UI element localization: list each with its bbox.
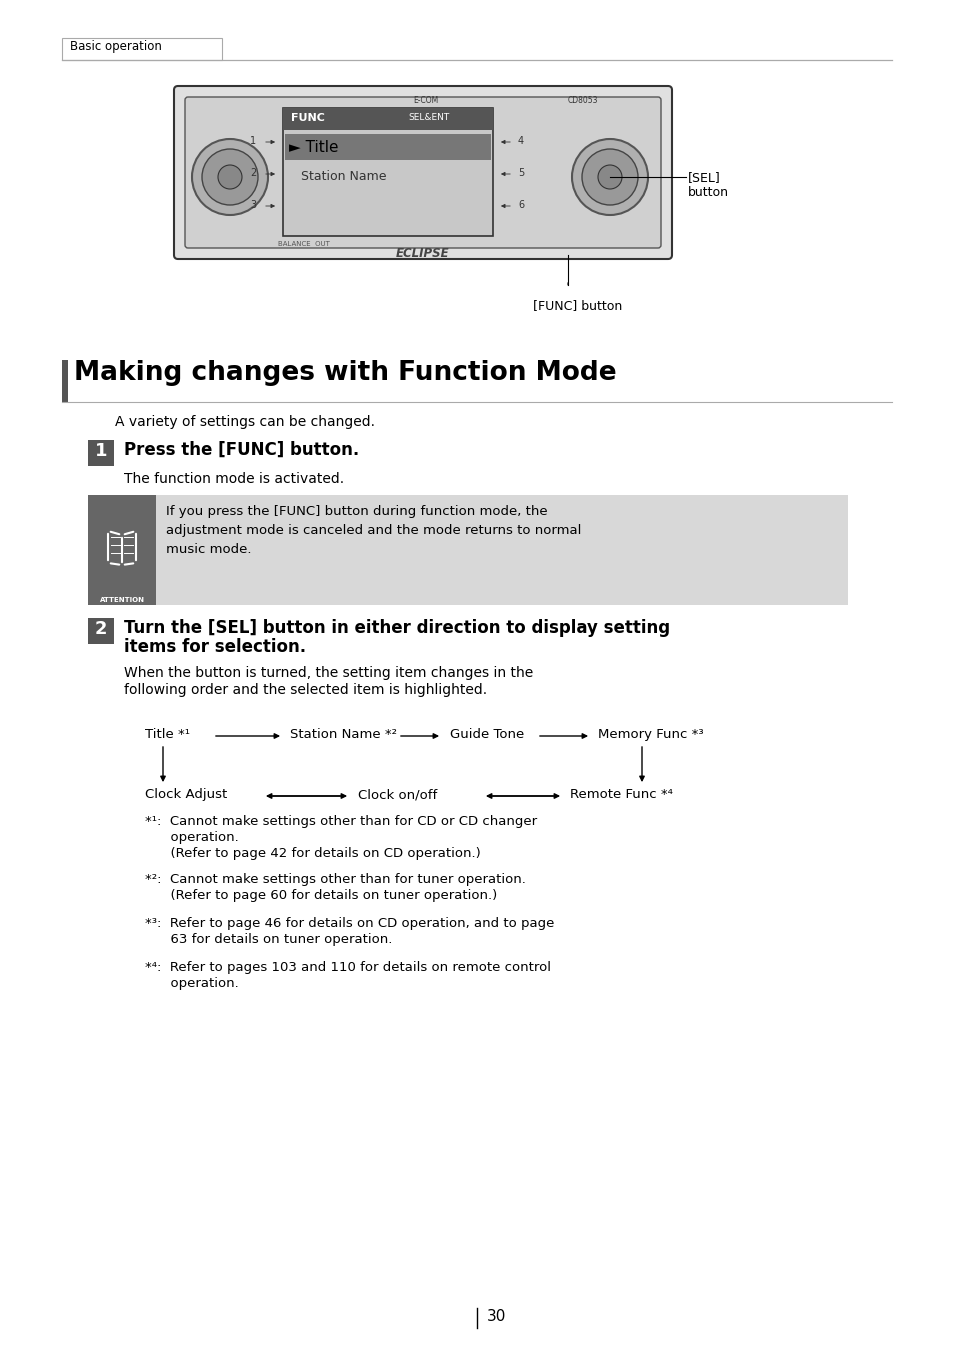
Text: 63 for details on tuner operation.: 63 for details on tuner operation. [145,934,392,946]
Bar [283,108,493,130]
Text: 2: 2 [94,621,107,638]
Text: [SEL]: [SEL] [687,171,720,184]
Text: 5: 5 [517,168,523,178]
Bar [88,495,156,604]
Text: *²:  Cannot make settings other than for tuner operation.: *²: Cannot make settings other than for … [145,873,525,886]
Text: ATTENTION: ATTENTION [99,598,144,603]
Circle shape [581,149,638,205]
Bar [88,495,847,604]
Text: 1: 1 [94,442,107,459]
Text: FUNC: FUNC [291,112,325,123]
Text: Clock Adjust: Clock Adjust [145,789,227,801]
Bar [285,134,491,160]
Text: following order and the selected item is highlighted.: following order and the selected item is… [124,683,487,696]
Text: Making changes with Function Mode: Making changes with Function Mode [74,360,616,386]
Bar [88,618,113,644]
Text: SEL&ENT: SEL&ENT [408,112,449,122]
Circle shape [598,165,621,188]
Text: Remote Func *⁴: Remote Func *⁴ [569,789,672,801]
Bar [88,440,113,466]
Text: *¹:  Cannot make settings other than for CD or CD changer: *¹: Cannot make settings other than for … [145,814,537,828]
FancyArrowPatch shape [111,531,119,534]
Bar [283,108,493,236]
FancyBboxPatch shape [185,98,660,248]
Bar [62,360,68,402]
Text: [FUNC] button: [FUNC] button [533,299,621,312]
Text: ECLIPSE: ECLIPSE [395,247,450,260]
Text: 3: 3 [250,201,255,210]
Circle shape [218,165,242,188]
Text: Title *¹: Title *¹ [145,728,190,741]
Text: E-COM: E-COM [413,96,437,104]
FancyBboxPatch shape [173,85,671,259]
FancyArrowPatch shape [125,531,133,534]
Text: ► Title: ► Title [289,140,338,154]
Text: (Refer to page 42 for details on CD operation.): (Refer to page 42 for details on CD oper… [145,847,480,860]
Text: When the button is turned, the setting item changes in the: When the button is turned, the setting i… [124,667,533,680]
Text: Basic operation: Basic operation [70,41,162,53]
Text: button: button [687,186,728,199]
Text: operation.: operation. [145,977,238,991]
Text: 30: 30 [486,1309,506,1324]
Text: Turn the [SEL] button in either direction to display setting: Turn the [SEL] button in either directio… [124,619,669,637]
Text: If you press the [FUNC] button during function mode, the
adjustment mode is canc: If you press the [FUNC] button during fu… [166,505,580,556]
Text: Memory Func *³: Memory Func *³ [598,728,703,741]
Text: CD8053: CD8053 [567,96,598,104]
Circle shape [192,140,268,215]
Text: (Refer to page 60 for details on tuner operation.): (Refer to page 60 for details on tuner o… [145,889,497,902]
Text: 1: 1 [250,136,255,146]
Text: A variety of settings can be changed.: A variety of settings can be changed. [115,415,375,430]
Text: Press the [FUNC] button.: Press the [FUNC] button. [124,440,359,459]
Circle shape [202,149,257,205]
Text: 2: 2 [250,168,255,178]
Text: BALANCE  OUT: BALANCE OUT [277,241,330,247]
Bar [62,38,222,60]
Text: 6: 6 [517,201,523,210]
Text: Station Name *²: Station Name *² [290,728,396,741]
Text: Clock on/off: Clock on/off [357,789,436,801]
Text: *⁴:  Refer to pages 103 and 110 for details on remote control: *⁴: Refer to pages 103 and 110 for detai… [145,961,551,974]
Text: operation.: operation. [145,831,238,844]
Text: *³:  Refer to page 46 for details on CD operation, and to page: *³: Refer to page 46 for details on CD o… [145,917,554,930]
Text: Station Name: Station Name [289,169,386,183]
Text: Guide Tone: Guide Tone [450,728,524,741]
Text: The function mode is activated.: The function mode is activated. [124,472,344,486]
Text: items for selection.: items for selection. [124,638,306,656]
Text: 4: 4 [517,136,523,146]
Circle shape [572,140,647,215]
